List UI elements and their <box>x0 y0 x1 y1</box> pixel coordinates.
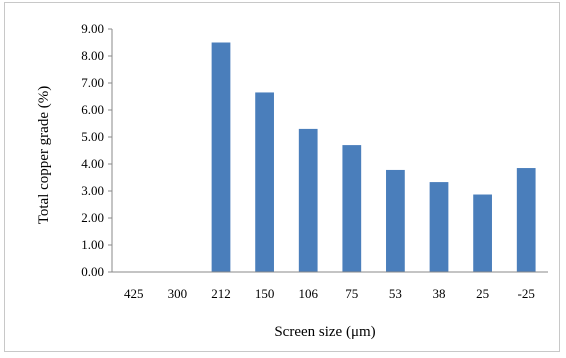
x-tick-label: -25 <box>518 286 535 301</box>
x-tick-label: 38 <box>433 286 446 301</box>
bar-53 <box>386 169 405 272</box>
y-axis-title: Total copper grade (%) <box>36 86 52 224</box>
bar-106 <box>298 128 318 272</box>
bar-212 <box>211 42 231 272</box>
chart-frame <box>4 2 560 352</box>
y-tick-label: 4.00 <box>81 156 104 171</box>
y-tick-label: 5.00 <box>81 129 104 144</box>
x-tick-label: 75 <box>345 286 358 301</box>
x-axis-title: Screen size (μm) <box>274 324 375 340</box>
x-tick-label: 25 <box>476 286 489 301</box>
bar-75 <box>342 145 362 272</box>
x-tick-label: 300 <box>168 286 188 301</box>
y-tick-label: 1.00 <box>81 237 104 252</box>
y-tick-label: 8.00 <box>81 48 104 63</box>
y-tick-label: 2.00 <box>81 210 104 225</box>
y-tick-label: 6.00 <box>81 102 104 117</box>
x-tick-label: 150 <box>255 286 275 301</box>
bar-38 <box>429 182 449 272</box>
x-tick-label: 212 <box>211 286 231 301</box>
bar--25 <box>516 168 536 272</box>
x-axis-ticks: 425 300 212 150 106 75 53 38 25 -25 <box>124 286 535 301</box>
bars <box>211 42 536 272</box>
x-tick-label: 53 <box>389 286 402 301</box>
bar-25 <box>473 194 492 272</box>
bar-150 <box>255 92 274 272</box>
y-tick-label: 7.00 <box>81 75 104 90</box>
x-tick-label: 106 <box>298 286 318 301</box>
x-tick-label: 425 <box>124 286 144 301</box>
y-tick-label: 3.00 <box>81 183 104 198</box>
y-axis-ticks: 0.00 1.00 2.00 3.00 4.00 5.00 6.00 7.00 8.00 9.00 <box>81 21 112 279</box>
y-tick-label: 0.00 <box>81 264 104 279</box>
y-tick-label: 9.00 <box>81 21 104 36</box>
